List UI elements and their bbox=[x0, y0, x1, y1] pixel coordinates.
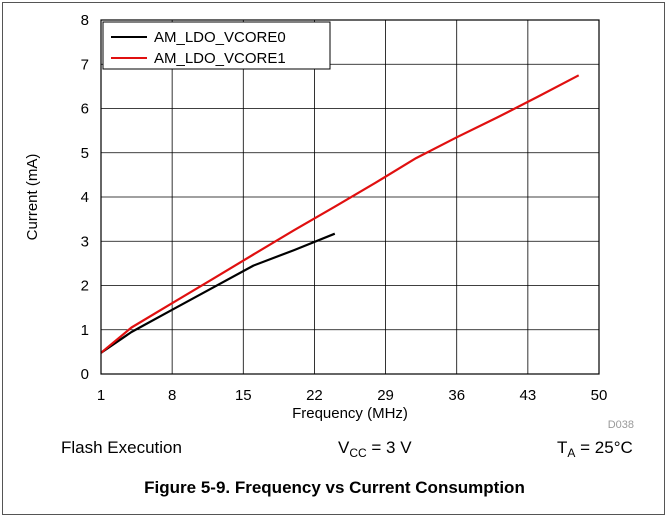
series-layer bbox=[100, 74, 580, 354]
condition-mode: Flash Execution bbox=[61, 438, 182, 457]
condition-ta: TA = 25°C bbox=[557, 438, 633, 460]
y-tick-label: 3 bbox=[81, 233, 89, 250]
x-tick-label: 43 bbox=[520, 387, 537, 404]
y-tick-label: 1 bbox=[81, 322, 89, 339]
y-tick-label: 0 bbox=[81, 366, 89, 383]
series-line-am-ldo-vcore0 bbox=[100, 232, 336, 354]
chart-annotation-code: D038 bbox=[608, 419, 634, 430]
condition-vcc: VCC = 3 V bbox=[338, 438, 412, 460]
x-tick-label: 29 bbox=[377, 387, 394, 404]
x-tick-label: 15 bbox=[235, 387, 252, 404]
legend: AM_LDO_VCORE0 AM_LDO_VCORE1 bbox=[102, 21, 331, 70]
x-tick-label: 8 bbox=[168, 387, 176, 404]
x-tick-label: 1 bbox=[97, 387, 105, 404]
plot-area bbox=[100, 19, 600, 375]
y-tick-label: 2 bbox=[81, 278, 89, 295]
x-tick-label: 50 bbox=[591, 387, 608, 404]
x-axis-label: Frequency (MHz) bbox=[292, 405, 408, 422]
y-tick-label: 4 bbox=[81, 189, 89, 206]
x-tick-label: 36 bbox=[448, 387, 465, 404]
legend-label-vcore1: AM_LDO_VCORE1 bbox=[154, 50, 286, 67]
y-tick-label: 8 bbox=[81, 12, 89, 29]
y-tick-label: 7 bbox=[81, 56, 89, 73]
legend-box bbox=[102, 21, 331, 70]
x-tick-label: 22 bbox=[306, 387, 323, 404]
y-tick-label: 6 bbox=[81, 101, 89, 118]
figure-frame bbox=[2, 2, 665, 515]
figure-caption: Figure 5-9. Frequency vs Current Consump… bbox=[144, 478, 525, 497]
series-line-am-ldo-vcore1 bbox=[100, 74, 580, 354]
y-axis-label: Current (mA) bbox=[24, 154, 41, 241]
legend-label-vcore0: AM_LDO_VCORE0 bbox=[154, 29, 286, 46]
y-tick-label: 5 bbox=[81, 145, 89, 162]
